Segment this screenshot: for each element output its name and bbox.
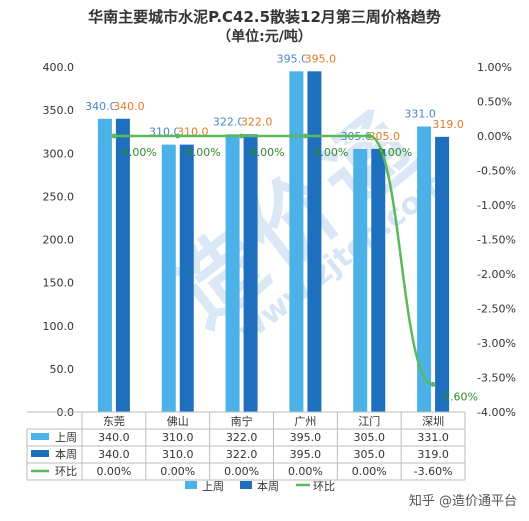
y-right-tick-label: 0.00% xyxy=(477,130,512,143)
table-cell: 305.0 xyxy=(354,431,386,444)
data-label-bg xyxy=(433,116,464,130)
y-right-tick-label: 0.50% xyxy=(477,96,512,109)
data-label-bg xyxy=(305,51,336,65)
y-right-tick-label: -1.50% xyxy=(477,234,516,247)
table-row-label: 上周 xyxy=(55,431,77,444)
data-label-bg xyxy=(113,98,144,112)
table-cell: -3.60% xyxy=(414,465,453,478)
data-label-ratio: 0.00% xyxy=(186,146,221,159)
y-right-tick-label: -3.00% xyxy=(477,337,516,350)
y-right-tick-label: -4.00% xyxy=(477,406,516,419)
bar-last-week xyxy=(289,71,304,412)
legend-label: 上周 xyxy=(202,480,224,493)
x-tick-label: 南宁 xyxy=(231,414,253,428)
data-label-this-week: 322.0 xyxy=(241,115,273,128)
bar-last-week xyxy=(417,126,432,412)
y-right-tick-label: -2.50% xyxy=(477,303,516,316)
table-cell: 395.0 xyxy=(290,448,322,461)
y-right-tick-label: -3.50% xyxy=(477,372,516,385)
data-label-this-week: 395.0 xyxy=(305,52,337,65)
data-label-bg xyxy=(369,128,400,142)
data-label-this-week: 319.0 xyxy=(432,118,464,131)
data-label-ratio: 0.00% xyxy=(122,146,157,159)
bar-this-week xyxy=(435,136,450,413)
bar-this-week xyxy=(179,144,194,412)
chart-title: 华南主要城市水泥P.C42.5散装12月第三周价格趋势 xyxy=(88,8,441,26)
legend-key xyxy=(185,481,197,489)
x-tick-label: 佛山 xyxy=(167,415,189,428)
table-cell: 0.00% xyxy=(224,465,259,478)
chart-subtitle: （单位:元/吨） xyxy=(217,29,312,45)
bar-this-week xyxy=(115,118,130,412)
table-cell: 322.0 xyxy=(226,431,258,444)
y-left-tick-label: 350.0 xyxy=(43,104,75,117)
y-right-tick-label: 1.00% xyxy=(477,61,512,74)
table-cell: 395.0 xyxy=(290,431,322,444)
y-left-tick-label: 50.0 xyxy=(50,363,75,376)
legend-label: 本周 xyxy=(257,479,279,493)
table-cell: 0.00% xyxy=(352,465,387,478)
x-tick-label: 东莞 xyxy=(103,415,125,428)
y-left-tick-label: 400.0 xyxy=(43,61,75,74)
y-left-tick-label: 150.0 xyxy=(43,277,75,290)
table-cell: 322.0 xyxy=(226,448,258,461)
table-legend-key xyxy=(31,450,49,457)
ratio-point xyxy=(111,133,117,139)
data-label-ratio: -3.60% xyxy=(439,390,478,403)
table-cell: 310.0 xyxy=(162,431,194,444)
bar-this-week xyxy=(243,134,258,412)
ratio-point xyxy=(239,133,245,139)
table-cell: 305.0 xyxy=(354,448,386,461)
bar-last-week xyxy=(161,144,176,412)
bar-this-week xyxy=(307,71,322,412)
data-label-last-week: 340.0 xyxy=(85,100,117,113)
data-label-this-week: 340.0 xyxy=(113,100,145,113)
table-cell: 0.00% xyxy=(96,465,131,478)
legend-key xyxy=(240,481,252,489)
bar-this-week xyxy=(371,148,386,412)
data-label-last-week: 395.0 xyxy=(277,52,309,65)
bar-last-week xyxy=(225,134,240,412)
bar-last-week xyxy=(97,118,112,412)
table-cell: 0.00% xyxy=(160,465,195,478)
table-legend-key xyxy=(31,433,49,440)
table-cell: 310.0 xyxy=(162,448,194,461)
ratio-point xyxy=(175,133,181,139)
y-left-tick-label: 200.0 xyxy=(43,234,75,247)
x-tick-label: 广州 xyxy=(294,415,316,428)
ratio-point xyxy=(430,381,436,387)
ratio-point xyxy=(302,133,308,139)
y-right-tick-label: -1.00% xyxy=(477,199,516,212)
data-label-bg xyxy=(411,106,442,120)
x-tick-label: 深圳 xyxy=(422,415,444,428)
ratio-point xyxy=(366,133,372,139)
y-right-tick-label: -2.00% xyxy=(477,268,516,281)
table-cell: 331.0 xyxy=(417,431,449,444)
table-cell: 340.0 xyxy=(98,448,130,461)
y-left-tick-label: 100.0 xyxy=(43,320,75,333)
bar-last-week xyxy=(353,148,368,412)
data-label-ratio: 0.00% xyxy=(250,146,285,159)
data-label-bg xyxy=(177,124,208,138)
data-label-ratio: 0.00% xyxy=(313,146,348,159)
table-row-label: 本周 xyxy=(55,447,77,461)
data-label-ratio: 0.00% xyxy=(377,146,412,159)
data-label-bg xyxy=(241,114,272,128)
y-right-tick-label: -0.50% xyxy=(477,165,516,178)
y-left-tick-label: 300.0 xyxy=(43,147,75,160)
table-row-label: 环比 xyxy=(55,465,77,478)
table-cell: 0.00% xyxy=(288,465,323,478)
source-credit: 知乎 @造价通平台 xyxy=(408,494,517,509)
table-cell: 340.0 xyxy=(98,431,130,444)
legend-label: 环比 xyxy=(313,480,335,493)
table-cell: 319.0 xyxy=(417,448,449,461)
data-label-last-week: 322.0 xyxy=(213,115,245,128)
y-left-tick-label: 250.0 xyxy=(43,190,75,203)
data-label-last-week: 331.0 xyxy=(404,108,436,121)
x-tick-label: 江门 xyxy=(358,414,380,428)
